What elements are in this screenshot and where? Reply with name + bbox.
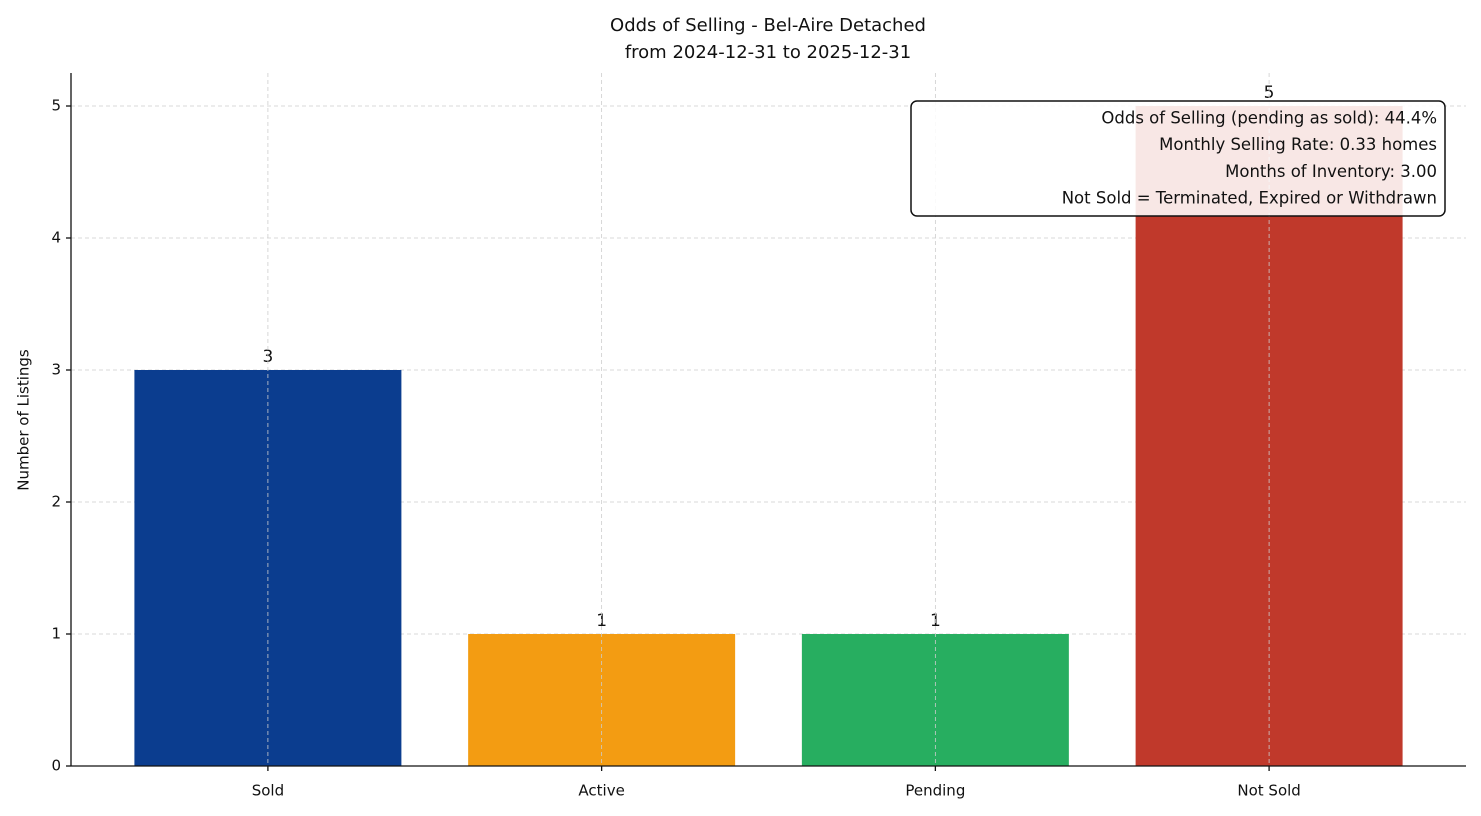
y-tick-label: 0: [51, 757, 61, 775]
y-tick-label: 3: [51, 361, 61, 379]
x-tick-label: Not Sold: [1237, 782, 1300, 800]
y-tick-label: 2: [51, 493, 61, 511]
x-tick-label: Active: [578, 782, 624, 800]
y-tick-label: 4: [51, 229, 61, 247]
y-tick-label: 1: [51, 625, 61, 643]
x-tick-label: Sold: [252, 782, 284, 800]
y-tick-label: 5: [51, 97, 61, 115]
chart-title: Odds of Selling - Bel-Aire Detached: [610, 15, 926, 36]
annotation-line: Months of Inventory: 3.00: [1225, 162, 1437, 181]
annotation-line: Odds of Selling (pending as sold): 44.4%: [1101, 109, 1437, 128]
y-axis-label: Number of Listings: [15, 349, 33, 491]
annotation-line: Monthly Selling Rate: 0.33 homes: [1159, 135, 1437, 154]
x-tick-label: Pending: [905, 782, 965, 800]
data-label: 5: [1264, 83, 1275, 103]
annotation-box: [910, 100, 1446, 217]
annotation-line: Not Sold = Terminated, Expired or Withdr…: [1062, 189, 1437, 208]
chart-subtitle: from 2024-12-31 to 2025-12-31: [625, 42, 911, 63]
